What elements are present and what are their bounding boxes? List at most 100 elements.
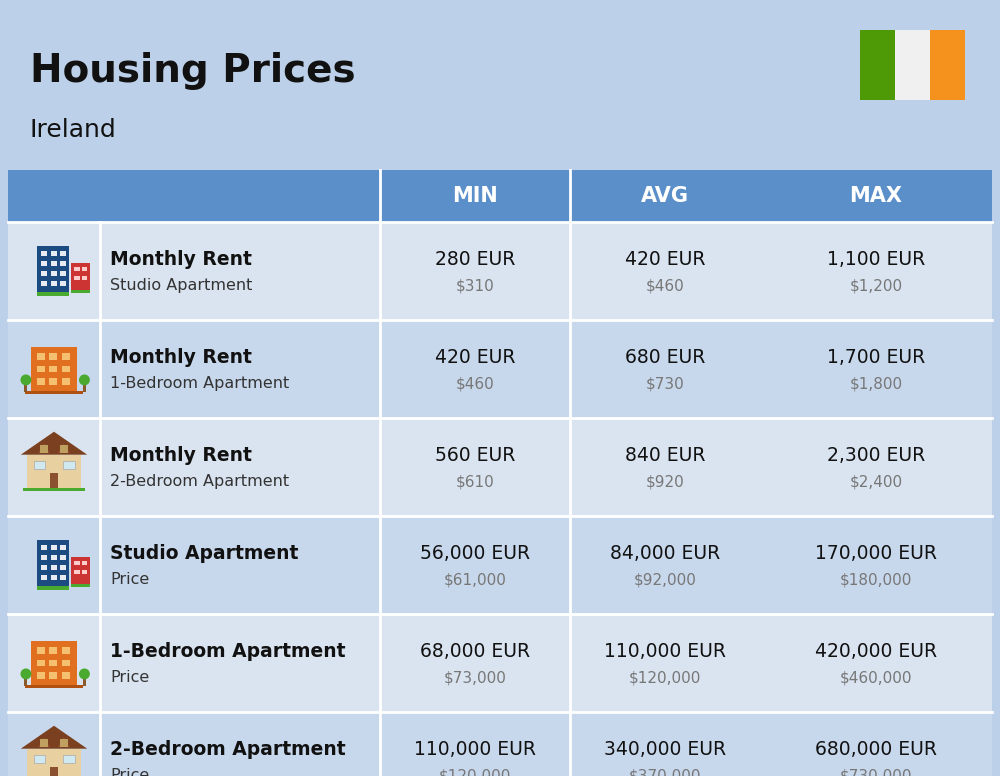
Text: MIN: MIN xyxy=(452,186,498,206)
Bar xyxy=(34,755,45,764)
Text: 170,000 EUR: 170,000 EUR xyxy=(815,544,937,563)
Bar xyxy=(24,385,27,393)
Text: Housing Prices: Housing Prices xyxy=(30,52,356,90)
Bar xyxy=(37,353,45,359)
Bar xyxy=(63,755,74,764)
Polygon shape xyxy=(21,726,87,749)
Bar xyxy=(37,586,69,590)
Bar xyxy=(51,555,57,560)
Bar xyxy=(25,685,83,688)
Bar xyxy=(380,170,570,222)
Bar xyxy=(41,565,47,570)
Text: 840 EUR: 840 EUR xyxy=(625,445,705,465)
Bar xyxy=(49,660,57,666)
Text: Price: Price xyxy=(110,572,149,587)
Text: $460: $460 xyxy=(646,279,684,293)
FancyBboxPatch shape xyxy=(930,30,965,100)
Ellipse shape xyxy=(20,668,31,679)
Bar xyxy=(37,245,69,293)
Polygon shape xyxy=(21,431,87,455)
Bar xyxy=(49,353,57,359)
Bar xyxy=(49,647,57,653)
FancyBboxPatch shape xyxy=(895,30,930,100)
Bar xyxy=(62,353,70,359)
Text: $920: $920 xyxy=(646,474,684,489)
Bar xyxy=(51,575,57,580)
Bar xyxy=(74,267,80,271)
Polygon shape xyxy=(58,443,70,453)
Bar xyxy=(41,555,47,560)
Bar xyxy=(83,385,86,393)
Text: Monthly Rent: Monthly Rent xyxy=(110,348,252,367)
Text: 1,700 EUR: 1,700 EUR xyxy=(827,348,925,367)
Bar xyxy=(49,365,57,372)
Text: $120,000: $120,000 xyxy=(439,768,511,776)
Bar xyxy=(41,261,47,266)
Bar xyxy=(60,251,66,256)
Text: $180,000: $180,000 xyxy=(840,572,912,587)
Bar xyxy=(71,584,90,587)
Bar xyxy=(40,739,48,747)
Text: $2,400: $2,400 xyxy=(849,474,903,489)
Bar xyxy=(27,455,81,487)
Bar xyxy=(8,712,992,776)
Bar xyxy=(51,251,57,256)
Bar xyxy=(82,570,87,574)
Text: 2-Bedroom Apartment: 2-Bedroom Apartment xyxy=(110,474,289,489)
Text: $1,800: $1,800 xyxy=(849,376,903,391)
Text: Studio Apartment: Studio Apartment xyxy=(110,544,298,563)
Bar xyxy=(71,289,90,293)
Text: 68,000 EUR: 68,000 EUR xyxy=(420,642,530,660)
Bar xyxy=(51,281,57,286)
Text: 680,000 EUR: 680,000 EUR xyxy=(815,740,937,759)
Bar xyxy=(41,545,47,549)
Bar xyxy=(37,365,45,372)
Text: 1,100 EUR: 1,100 EUR xyxy=(827,250,925,268)
Bar xyxy=(27,749,81,776)
Bar xyxy=(40,445,48,453)
Bar xyxy=(62,660,70,666)
Text: $73,000: $73,000 xyxy=(444,670,506,685)
Text: 560 EUR: 560 EUR xyxy=(435,445,515,465)
Text: Price: Price xyxy=(110,768,149,776)
Ellipse shape xyxy=(79,375,90,386)
Text: $460: $460 xyxy=(456,376,494,391)
Text: Price: Price xyxy=(110,670,149,685)
Text: 1-Bedroom Apartment: 1-Bedroom Apartment xyxy=(110,642,346,660)
Bar xyxy=(8,614,992,712)
Bar xyxy=(37,647,45,653)
Text: $310: $310 xyxy=(456,279,494,293)
Bar xyxy=(74,570,80,574)
Text: 110,000 EUR: 110,000 EUR xyxy=(604,642,726,660)
Polygon shape xyxy=(38,737,50,747)
Bar xyxy=(8,516,992,614)
Bar xyxy=(60,271,66,276)
Bar xyxy=(34,461,45,469)
Bar xyxy=(31,641,77,685)
Bar xyxy=(62,379,70,385)
Text: 420 EUR: 420 EUR xyxy=(435,348,515,367)
Bar xyxy=(37,672,45,678)
Bar xyxy=(41,281,47,286)
Bar xyxy=(8,418,992,516)
Bar xyxy=(49,379,57,385)
Text: $61,000: $61,000 xyxy=(444,572,506,587)
Bar xyxy=(62,365,70,372)
Text: 2,300 EUR: 2,300 EUR xyxy=(827,445,925,465)
Bar xyxy=(60,545,66,549)
Bar xyxy=(74,276,80,280)
Ellipse shape xyxy=(20,375,31,386)
Bar xyxy=(50,767,58,776)
Bar xyxy=(51,261,57,266)
Bar xyxy=(49,672,57,678)
Text: 1-Bedroom Apartment: 1-Bedroom Apartment xyxy=(110,376,289,391)
Bar xyxy=(60,445,68,453)
Text: 420 EUR: 420 EUR xyxy=(625,250,705,268)
Text: Monthly Rent: Monthly Rent xyxy=(110,445,252,465)
Ellipse shape xyxy=(79,668,90,679)
Text: 340,000 EUR: 340,000 EUR xyxy=(604,740,726,759)
Text: Studio Apartment: Studio Apartment xyxy=(110,279,252,293)
Bar xyxy=(51,565,57,570)
Bar xyxy=(37,539,69,586)
Polygon shape xyxy=(58,737,70,747)
